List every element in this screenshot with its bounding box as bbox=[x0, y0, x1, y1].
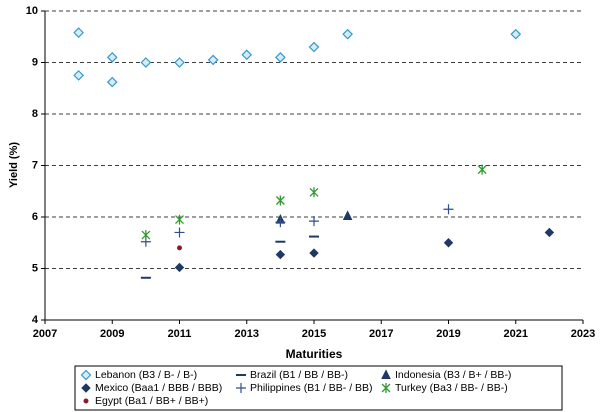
point bbox=[443, 204, 454, 215]
legend-marker bbox=[80, 369, 92, 381]
point bbox=[174, 227, 185, 238]
point bbox=[207, 54, 219, 66]
x-tick-label: 2019 bbox=[436, 328, 460, 340]
legend-box bbox=[74, 365, 563, 411]
x-axis-title: Maturities bbox=[286, 347, 343, 361]
point bbox=[177, 245, 183, 251]
point bbox=[73, 27, 84, 38]
x-tick-label: 2013 bbox=[235, 328, 259, 340]
x-tick-label: 2011 bbox=[168, 328, 192, 340]
point bbox=[342, 210, 353, 220]
point bbox=[106, 52, 118, 63]
x-tick-label: 2017 bbox=[369, 328, 393, 340]
x-tick-label: 2007 bbox=[33, 328, 57, 340]
point bbox=[510, 28, 522, 40]
point bbox=[174, 57, 185, 68]
point bbox=[241, 49, 253, 61]
point bbox=[544, 227, 555, 238]
legend-label: Brazil (B1 / BB / BB-) bbox=[250, 369, 348, 381]
x-tick-label: 2021 bbox=[504, 328, 528, 340]
point bbox=[275, 249, 286, 260]
legend-label: Turkey (Ba3 / BB- / BB-) bbox=[395, 382, 508, 394]
y-tick-label: 10 bbox=[26, 5, 38, 17]
point bbox=[174, 262, 185, 273]
y-tick-label: 9 bbox=[32, 56, 38, 68]
x-tick-label: 2009 bbox=[100, 328, 124, 340]
point bbox=[106, 76, 118, 88]
legend-label: Egypt (Ba1 / BB+ / BB+) bbox=[95, 395, 208, 407]
legend-label: Philippines (B1 / BB- / BB) bbox=[250, 382, 373, 394]
point bbox=[477, 164, 487, 175]
y-tick-label: 6 bbox=[32, 211, 38, 223]
legend-label: Indonesia (B3 / B+ / BB-) bbox=[395, 369, 511, 381]
y-axis-title: Yield (%) bbox=[8, 142, 20, 188]
point bbox=[141, 230, 151, 241]
y-tick-label: 5 bbox=[32, 262, 38, 274]
point bbox=[275, 52, 286, 63]
y-tick-label: 7 bbox=[32, 159, 38, 171]
y-tick-label: 8 bbox=[32, 108, 38, 120]
legend-label: Mexico (Baa1 / BBB / BBB) bbox=[95, 382, 222, 394]
point bbox=[140, 57, 152, 68]
point bbox=[308, 41, 320, 53]
x-tick-label: 2015 bbox=[302, 328, 326, 340]
x-tick-label: 2023 bbox=[571, 328, 595, 340]
point bbox=[73, 70, 84, 81]
legend-label: Lebanon (B3 / B- / B-) bbox=[95, 369, 197, 381]
point bbox=[342, 28, 353, 40]
point bbox=[175, 214, 184, 225]
point bbox=[443, 238, 454, 248]
point bbox=[309, 187, 319, 198]
y-tick-label: 4 bbox=[32, 314, 39, 326]
legend-marker bbox=[81, 383, 91, 393]
legend-marker bbox=[381, 383, 391, 393]
point bbox=[309, 216, 319, 227]
point bbox=[309, 248, 319, 258]
legend-marker bbox=[381, 369, 391, 379]
point bbox=[275, 195, 285, 206]
legend-marker bbox=[236, 383, 246, 393]
point bbox=[275, 217, 286, 228]
legend-marker bbox=[83, 398, 89, 404]
